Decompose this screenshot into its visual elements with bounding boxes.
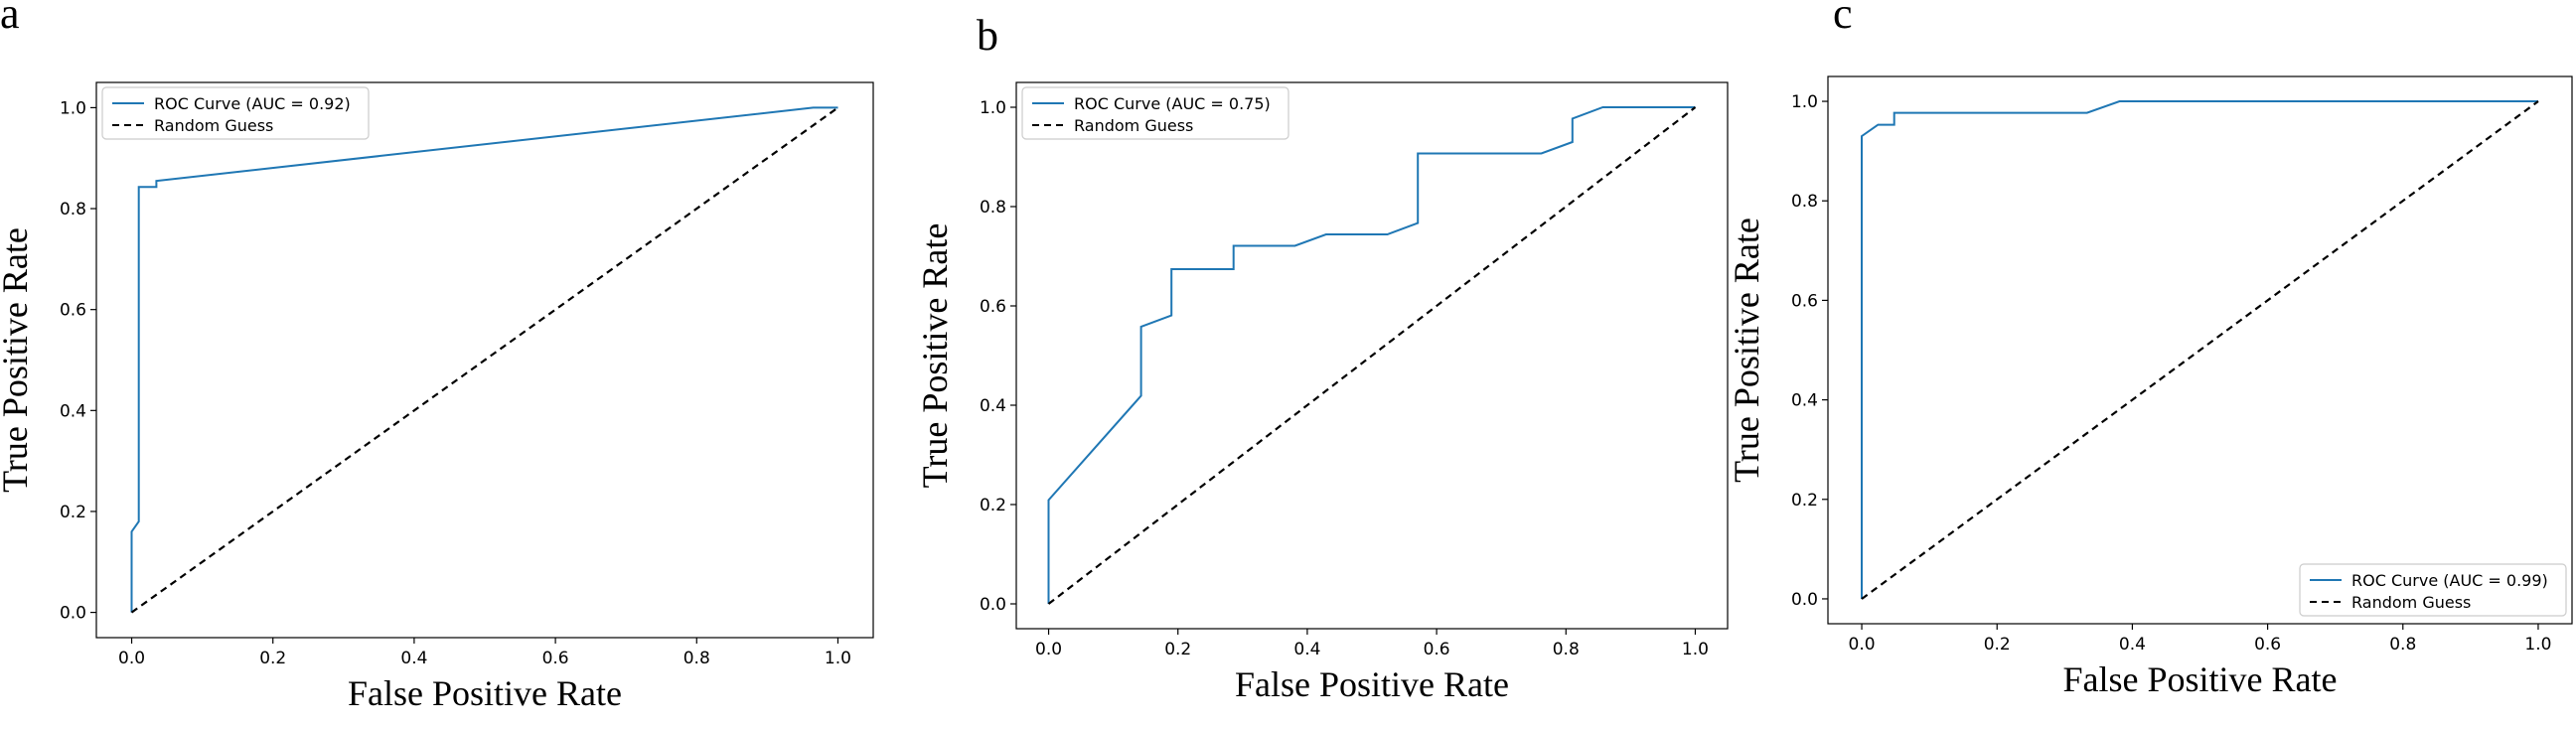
legend-label: ROC Curve (AUC = 0.99) <box>2351 571 2548 590</box>
roc-curve-line <box>1861 100 2538 599</box>
y-axis-title: True Positive Rate <box>1727 218 1766 483</box>
y-tick-label: 0.2 <box>980 496 1006 515</box>
y-tick-label: 0.2 <box>60 503 86 522</box>
plot-frame <box>95 81 874 639</box>
y-tick-label: 1.0 <box>1791 92 1818 112</box>
x-axis-title: False Positive Rate <box>2063 659 2338 699</box>
legend-box <box>1021 86 1289 140</box>
y-tick-label: 0.8 <box>1791 192 1818 212</box>
plot-frame <box>1015 81 1729 630</box>
x-tick-label: 1.0 <box>825 649 851 668</box>
random-guess-line <box>1861 100 2539 600</box>
legend-label: ROC Curve (AUC = 0.92) <box>154 94 351 113</box>
y-tick-label: 0.4 <box>1791 391 1818 411</box>
y-tick-label: 0.0 <box>1791 590 1818 610</box>
x-tick-label: 1.0 <box>2524 635 2551 655</box>
x-tick-label: 0.6 <box>2254 635 2281 655</box>
x-tick-label: 0.6 <box>542 649 569 668</box>
legend-label: Random Guess <box>2351 593 2471 612</box>
y-tick-label: 0.2 <box>1791 491 1818 511</box>
y-axis-title: True Positive Rate <box>915 223 955 489</box>
x-tick-label: 0.2 <box>1164 640 1191 659</box>
legend-label: ROC Curve (AUC = 0.75) <box>1074 94 1271 113</box>
legend: ROC Curve (AUC = 0.99) Random Guess <box>2299 563 2567 617</box>
x-axis-title: False Positive Rate <box>348 673 622 713</box>
x-tick-label: 0.4 <box>2119 635 2146 655</box>
random-guess-line <box>130 106 839 614</box>
x-tick-label: 0.0 <box>1849 635 1876 655</box>
legend-box <box>2299 563 2567 617</box>
x-tick-label: 0.0 <box>118 649 145 668</box>
roc-curve-line <box>1047 106 1696 604</box>
x-tick-label: 0.8 <box>2389 635 2416 655</box>
x-tick-label: 0.2 <box>259 649 286 668</box>
y-tick-label: 0.0 <box>60 604 86 624</box>
x-tick-label: 1.0 <box>1682 640 1709 659</box>
roc-panel-c: c 0.0 0.2 0.4 0.6 0.8 1.0 0.0 0.2 0.4 0.6 0.8 1.0 Fal… <box>1727 0 2573 699</box>
legend-label: Random Guess <box>1074 116 1193 135</box>
x-tick-label: 0.0 <box>1035 640 1062 659</box>
x-tick-label: 0.6 <box>1424 640 1450 659</box>
y-tick-label: 0.4 <box>980 396 1006 416</box>
legend: ROC Curve (AUC = 0.75) Random Guess <box>1021 86 1289 140</box>
y-tick-label: 0.4 <box>60 401 86 421</box>
panel-letter: c <box>1833 0 1853 38</box>
roc-panel-b: b 0.0 0.2 0.4 0.6 0.8 1.0 0.0 0.2 0.4 0.6 0.8 1.0 Fal… <box>915 11 1729 704</box>
y-tick-label: 1.0 <box>980 98 1006 118</box>
y-tick-label: 0.0 <box>980 595 1006 615</box>
panel-letter: a <box>0 0 20 38</box>
roc-curve-line <box>130 106 838 613</box>
x-tick-label: 0.8 <box>683 649 710 668</box>
y-tick-label: 1.0 <box>60 98 86 118</box>
legend-box <box>101 86 370 140</box>
x-tick-label: 0.2 <box>1984 635 2011 655</box>
y-tick-label: 0.8 <box>60 200 86 219</box>
x-axis-title: False Positive Rate <box>1235 664 1509 704</box>
x-tick-label: 0.8 <box>1553 640 1580 659</box>
legend: ROC Curve (AUC = 0.92) Random Guess <box>101 86 370 140</box>
random-guess-line <box>1047 106 1697 605</box>
y-tick-label: 0.6 <box>1791 291 1818 311</box>
legend-label: Random Guess <box>154 116 273 135</box>
plot-frame <box>1827 75 2573 625</box>
x-tick-label: 0.4 <box>400 649 427 668</box>
y-tick-label: 0.6 <box>60 301 86 321</box>
x-tick-label: 0.4 <box>1293 640 1320 659</box>
y-tick-label: 0.6 <box>980 297 1006 317</box>
y-tick-label: 0.8 <box>980 198 1006 218</box>
y-axis-title: True Positive Rate <box>0 227 35 493</box>
panel-letter: b <box>977 11 998 60</box>
roc-panel-a: a 0.0 0.2 0.4 0.6 0.8 1.0 0.0 0.2 0.4 0.6 0.8 1.0 Fal… <box>0 0 874 713</box>
